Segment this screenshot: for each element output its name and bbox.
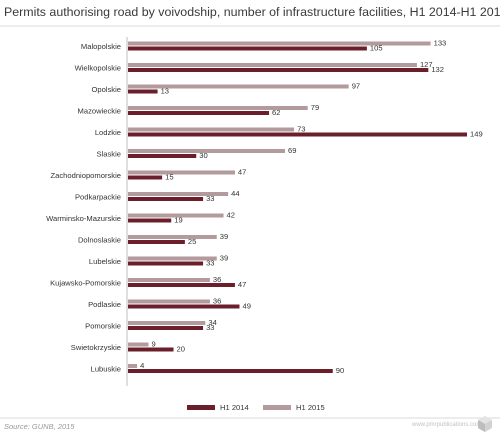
source-note: Source: GUNB, 2015	[4, 422, 75, 431]
value-label-h1-2014-pomorskie: 33	[206, 323, 214, 332]
value-label-h1-2015-zachodniopomorskie: 47	[238, 167, 246, 176]
category-label-warminsko-mazurskie: Warminsko-Mazurskie	[46, 214, 121, 223]
value-label-h1-2015-lodzkie: 73	[297, 124, 305, 133]
legend-swatch-h1-2014	[187, 405, 215, 410]
value-label-h1-2015-mazowieckie: 79	[311, 103, 319, 112]
bar-h1-2015-mazowieckie	[128, 106, 308, 110]
bar-h1-2014-dolnoslaskie	[128, 240, 185, 244]
bar-h1-2015-kujawsko-pomorskie	[128, 278, 210, 282]
legend-label-h1-2015: H1 2015	[296, 403, 325, 412]
value-label-h1-2014-podkarpackie: 33	[206, 194, 214, 203]
value-label-h1-2014-zachodniopomorskie: 15	[165, 172, 173, 181]
value-label-h1-2015-malopolskie: 133	[434, 38, 447, 47]
bar-h1-2015-opolskie	[128, 84, 349, 89]
value-label-h1-2014-lodzkie: 149	[470, 129, 483, 138]
credit-note: www.pmrpublications.com	[412, 422, 482, 428]
value-label-h1-2015-warminsko-mazurskie: 42	[227, 210, 235, 219]
category-label-podlaskie: Podlaskie	[88, 300, 121, 309]
category-label-malopolskie: Malopolskie	[81, 42, 121, 51]
value-label-h1-2014-lubuskie: 90	[336, 366, 344, 375]
value-label-h1-2014-malopolskie: 105	[370, 43, 383, 52]
category-label-zachodniopomorskie: Zachodniopomorskie	[51, 171, 122, 180]
category-label-lubelskie: Lubelskie	[89, 257, 121, 266]
bar-h1-2015-slaskie	[128, 149, 285, 153]
value-label-h1-2015-dolnoslaskie: 39	[220, 232, 228, 241]
value-label-h1-2015-pomorskie: 34	[208, 318, 216, 327]
value-label-h1-2014-swietokrzyskie: 20	[177, 344, 185, 353]
category-label-mazowieckie: Mazowieckie	[78, 106, 121, 115]
value-label-h1-2015-swietokrzyskie: 9	[151, 339, 155, 348]
value-label-h1-2014-kujawsko-pomorskie: 47	[238, 280, 246, 289]
value-label-h1-2014-lubelskie: 33	[206, 258, 214, 267]
value-label-h1-2014-mazowieckie: 62	[272, 108, 280, 117]
bar-h1-2014-swietokrzyskie	[128, 347, 174, 352]
category-label-podkarpackie: Podkarpackie	[75, 192, 121, 201]
category-label-slaskie: Slaskie	[97, 149, 121, 158]
bar-h1-2014-lodzkie	[128, 132, 467, 137]
category-label-opolskie: Opolskie	[91, 85, 121, 94]
category-label-lubuskie: Lubuskie	[91, 364, 121, 373]
bar-h1-2014-podlaskie	[128, 304, 240, 309]
category-label-swietokrzyskie: Swietokrzyskie	[71, 343, 121, 352]
value-label-h1-2015-slaskie: 69	[288, 146, 296, 155]
bar-h1-2015-wielkopolskie	[128, 63, 417, 67]
bar-h1-2015-pomorskie	[128, 321, 206, 325]
bar-h1-2015-podlaskie	[128, 299, 210, 304]
bar-h1-2014-podkarpackie	[128, 197, 204, 201]
value-label-h1-2015-lubuskie: 4	[140, 361, 144, 370]
bar-h1-2015-malopolskie	[128, 41, 431, 46]
category-label-wielkopolskie: Wielkopolskie	[75, 63, 121, 72]
legend-label-h1-2014: H1 2014	[220, 403, 249, 412]
bar-h1-2014-pomorskie	[128, 326, 204, 330]
value-label-h1-2014-opolskie: 13	[161, 86, 169, 95]
bar-h1-2015-zachodniopomorskie	[128, 170, 235, 175]
bar-h1-2015-dolnoslaskie	[128, 235, 217, 239]
bar-h1-2014-wielkopolskie	[128, 68, 429, 72]
bar-h1-2014-opolskie	[128, 89, 158, 94]
bar-h1-2014-slaskie	[128, 154, 197, 158]
legend: H1 2014 H1 2015	[187, 403, 325, 412]
publisher-logo-icon	[478, 416, 492, 432]
bar-h1-2015-podkarpackie	[128, 192, 229, 196]
bar-h1-2015-lodzkie	[128, 127, 295, 132]
value-label-h1-2014-podlaskie: 49	[242, 301, 250, 310]
bar-h1-2014-lubuskie	[128, 369, 333, 373]
value-label-h1-2015-lubelskie: 39	[220, 253, 228, 262]
bar-h1-2014-lubelskie	[128, 261, 204, 266]
bar-h1-2015-lubuskie	[128, 364, 138, 368]
category-label-pomorskie: Pomorskie	[85, 321, 121, 330]
bar-h1-2015-lubelskie	[128, 256, 217, 261]
bar-h1-2014-mazowieckie	[128, 111, 270, 115]
category-label-kujawsko-pomorskie: Kujawsko-Pomorskie	[50, 278, 121, 287]
value-label-h1-2015-opolskie: 97	[352, 81, 360, 90]
value-label-h1-2014-warminsko-mazurskie: 19	[174, 215, 182, 224]
bar-h1-2015-warminsko-mazurskie	[128, 213, 224, 218]
value-label-h1-2015-podkarpackie: 44	[231, 189, 239, 198]
bar-h1-2014-kujawsko-pomorskie	[128, 283, 235, 287]
value-label-h1-2015-wielkopolskie: 127	[420, 60, 433, 69]
value-label-h1-2014-slaskie: 30	[199, 151, 207, 160]
category-label-lodzkie: Lodzkie	[95, 128, 121, 137]
bar-h1-2014-malopolskie	[128, 46, 367, 51]
legend-swatch-h1-2015	[263, 405, 291, 410]
value-label-h1-2015-kujawsko-pomorskie: 36	[213, 275, 221, 284]
value-label-h1-2014-dolnoslaskie: 25	[188, 237, 196, 246]
bar-h1-2014-warminsko-mazurskie	[128, 218, 172, 223]
bar-h1-2015-swietokrzyskie	[128, 342, 149, 347]
value-label-h1-2015-podlaskie: 36	[213, 296, 221, 305]
bar-h1-2014-zachodniopomorskie	[128, 175, 163, 180]
chart-title: Permits authorising road by voivodship, …	[4, 5, 500, 19]
category-label-dolnoslaskie: Dolnoslaskie	[78, 235, 121, 244]
value-label-h1-2014-wielkopolskie: 132	[431, 65, 444, 74]
